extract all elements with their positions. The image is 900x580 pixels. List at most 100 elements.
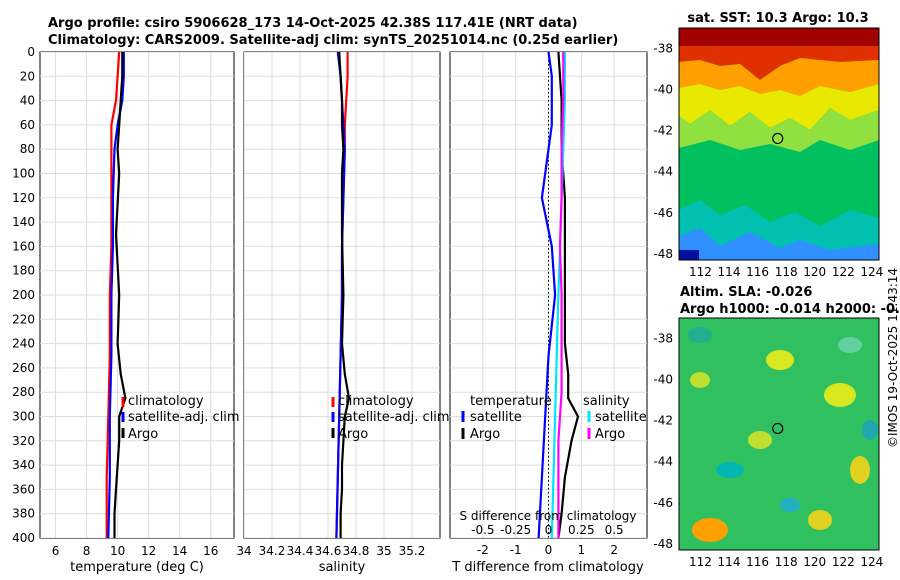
sst-band-coldest (679, 250, 699, 260)
latitude-tick-label: -38 (653, 332, 673, 346)
sst-band-lightgreen (679, 108, 879, 152)
depth-tick-label: 200 (12, 288, 35, 302)
difference-xlabel-top: S difference from climatology (460, 509, 637, 523)
sst-band-warm (679, 46, 879, 80)
depth-tick-label: 80 (20, 142, 35, 156)
x-tick-label: 6 (52, 544, 60, 558)
argo-location-marker (772, 132, 784, 145)
sst-map-frame (678, 27, 880, 261)
figure-title-line1: Argo profile: csiro 5906628_173 14-Oct-2… (48, 16, 578, 31)
sla-map-title-line1: Altim. SLA: -0.026 (680, 285, 812, 300)
latitude-tick-label: -42 (653, 124, 673, 138)
depth-tick-label: 0 (27, 45, 35, 59)
legend-label-satellite: satellite-adj. clim (128, 410, 240, 425)
sst-band-orange (679, 58, 879, 96)
s-tick-label: 0.5 (605, 523, 624, 537)
sst-band-blue (679, 228, 879, 260)
depth-tick-label: 260 (12, 361, 35, 375)
sla-blob (838, 337, 862, 353)
sla-map-title-line2: Argo h1000: -0.014 h2000: -0.015 (680, 302, 900, 317)
sla-blob (688, 327, 712, 343)
argo-location-marker (772, 422, 784, 435)
series-line-satellite-adj-clim (107, 52, 125, 538)
depth-tick-label: 160 (12, 239, 35, 253)
longitude-tick-label: 124 (860, 555, 883, 569)
sla-blob (808, 510, 832, 530)
longitude-tick-label: 124 (860, 265, 883, 279)
sla-blob (692, 518, 728, 542)
legend-label-argo: Argo (128, 427, 158, 442)
longitude-tick-label: 112 (689, 555, 712, 569)
depth-tick-label: 220 (12, 312, 35, 326)
x-tick-label: 16 (203, 544, 218, 558)
sst-band-warmest (679, 28, 879, 46)
longitude-tick-label: 120 (803, 265, 826, 279)
x-tick-label: -1 (510, 543, 522, 557)
latitude-tick-label: -46 (653, 206, 673, 220)
latitude-tick-label: -44 (653, 165, 673, 179)
legend-label-climatology: climatology (128, 394, 204, 409)
s-tick-label: -0.25 (500, 523, 531, 537)
sla-blob (862, 420, 878, 440)
sla-blob (780, 498, 800, 512)
s-tick-label: -0.5 (471, 523, 494, 537)
longitude-tick-label: 120 (803, 555, 826, 569)
depth-tick-label: 60 (20, 118, 35, 132)
depth-tick-label: 360 (12, 482, 35, 496)
x-tick-label: 10 (110, 544, 125, 558)
legend-label-t-argo: Argo (470, 427, 500, 442)
s-tick-label: 0.25 (568, 523, 595, 537)
temperature-xlabel: temperature (deg C) (70, 560, 204, 575)
map-axes: -38 -40 -42 -44 -46 -48 112 114 116 118 120 122 124 -… (653, 42, 883, 569)
longitude-tick-label: 118 (775, 555, 798, 569)
latitude-tick-label: -42 (653, 414, 673, 428)
x-tick-label: 2 (610, 543, 618, 557)
difference-legend-salinity: salinity satellite Argo (583, 394, 647, 442)
s-tick-label: 0 (545, 523, 553, 537)
series-line-salinity-argo (557, 52, 565, 538)
difference-legend-temperature: temperature satellite Argo (461, 394, 552, 442)
legend-label-s-argo: Argo (595, 427, 625, 442)
legend-label-satellite: satellite-adj. clim (338, 410, 450, 425)
depth-axis: 0 20 40 60 80 100 120 140 160 180 200 220 240 260 280 3… (12, 45, 35, 545)
x-tick-label: 0 (545, 543, 553, 557)
x-tick-label: -2 (477, 543, 489, 557)
series-line-argo (338, 52, 351, 538)
sla-map (678, 317, 880, 551)
legend-label-argo: Argo (338, 427, 368, 442)
latitude-tick-label: -46 (653, 496, 673, 510)
x-tick-label: 1 (578, 543, 586, 557)
sla-blob (850, 456, 870, 484)
x-tick-label: 34.6 (315, 544, 342, 558)
longitude-tick-label: 112 (689, 265, 712, 279)
latitude-tick-label: -40 (653, 83, 673, 97)
legend-label-s-satellite: satellite (595, 410, 647, 425)
sla-blob (716, 462, 744, 478)
longitude-tick-label: 116 (746, 555, 769, 569)
longitude-tick-label: 118 (775, 265, 798, 279)
legend-title-salinity: salinity (583, 394, 630, 409)
x-tick-label: 34.4 (287, 544, 314, 558)
depth-tick-label: 340 (12, 458, 35, 472)
latitude-tick-label: -38 (653, 42, 673, 56)
depth-tick-label: 320 (12, 434, 35, 448)
latitude-tick-label: -44 (653, 455, 673, 469)
temperature-legend: climatology satellite-adj. clim Argo (121, 394, 240, 442)
depth-tick-label: 20 (20, 69, 35, 83)
temperature-grid (40, 52, 234, 538)
sla-blob (824, 383, 856, 407)
figure-title-line2: Climatology: CARS2009. Satellite-adj cli… (48, 33, 619, 48)
salinity-legend: climatology satellite-adj. clim Argo (331, 394, 450, 442)
sst-band-yellow (679, 84, 879, 130)
x-tick-label: 34.2 (259, 544, 286, 558)
sla-blob (690, 372, 710, 388)
legend-title-temperature: temperature (470, 394, 552, 409)
salinity-xlabel: salinity (319, 560, 366, 575)
latitude-tick-label: -40 (653, 373, 673, 387)
sst-map-title: sat. SST: 10.3 Argo: 10.3 (687, 11, 868, 26)
x-tick-label: 12 (141, 544, 156, 558)
depth-tick-label: 180 (12, 264, 35, 278)
depth-tick-label: 280 (12, 385, 35, 399)
depth-tick-label: 400 (12, 531, 35, 545)
